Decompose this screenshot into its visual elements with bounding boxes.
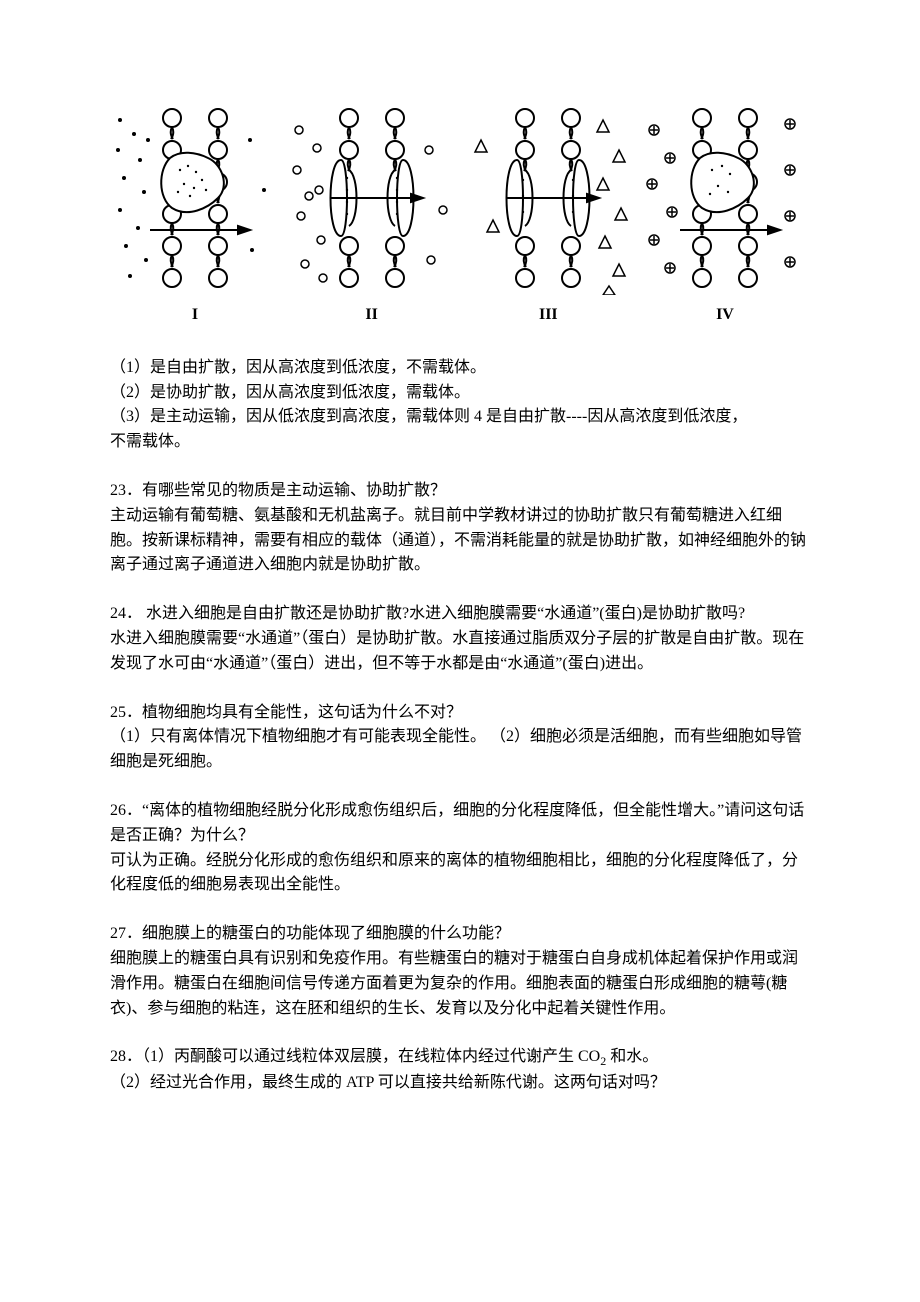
panel-label-3: III [463, 303, 633, 328]
q26-block: 26．“离体的植物细胞经脱分化形成愈伤组织后，细胞的分化程度降低，但全能性增大。… [110, 799, 810, 898]
q26-title: 26．“离体的植物细胞经脱分化形成愈伤组织后，细胞的分化程度降低，但全能性增大。… [110, 799, 810, 849]
q25-title: 25．植物细胞均具有全能性，这句话为什么不对？ [110, 701, 810, 726]
intro-line-3a: （3）是主动运输，因从低浓度到高浓度，需载体则 4 是自由扩散----因从高浓度… [110, 405, 810, 430]
q28-line-1: 28．（1）丙酮酸可以通过线粒体双层膜，在线粒体内经过代谢产生 CO2 和水。 [110, 1045, 810, 1071]
q23-block: 23．有哪些常见的物质是主动运输、协助扩散？ 主动运输有葡萄糖、氨基酸和无机盐离… [110, 479, 810, 578]
q23-answer: 主动运输有葡萄糖、氨基酸和无机盐离子。就目前中学教材讲过的协助扩散只有葡萄糖进入… [110, 504, 810, 578]
q24-block: 24． 水进入细胞是自由扩散还是协助扩散?水进入细胞膜需要“水通道”(蛋白)是协… [110, 602, 810, 676]
membrane-diagram-row [110, 100, 810, 295]
panel-label-1: I [110, 303, 280, 328]
panel-label-4: IV [640, 303, 810, 328]
panel-label-2: II [287, 303, 457, 328]
q27-answer: 细胞膜上的糖蛋白具有识别和免疫作用。有些糖蛋白的糖对于糖蛋白自身成机体起着保护作… [110, 947, 810, 1021]
membrane-panel-1 [110, 100, 280, 295]
q25-answer: （1）只有离体情况下植物细胞才有可能表现全能性。 （2）细胞必须是活细胞，而有些… [110, 725, 810, 775]
q28-line-2: （2）经过光合作用，最终生成的 ATP 可以直接共给新陈代谢。这两句话对吗？ [110, 1071, 810, 1096]
q24-answer: 水进入细胞膜需要“水通道”（蛋白）是协助扩散。水直接通过脂质双分子层的扩散是自由… [110, 627, 810, 677]
membrane-panel-4 [640, 100, 810, 295]
q26-answer: 可认为正确。经脱分化形成的愈伤组织和原来的离体的植物细胞相比，细胞的分化程度降低… [110, 849, 810, 899]
membrane-panel-2 [287, 100, 457, 295]
q27-block: 27．细胞膜上的糖蛋白的功能体现了细胞膜的什么功能？ 细胞膜上的糖蛋白具有识别和… [110, 922, 810, 1021]
q28-line-1-post: 和水。 [606, 1048, 658, 1065]
q28-block: 28．（1）丙酮酸可以通过线粒体双层膜，在线粒体内经过代谢产生 CO2 和水。 … [110, 1045, 810, 1096]
panel-labels-row: I II III IV [110, 303, 810, 328]
intro-block: （1）是自由扩散，因从高浓度到低浓度，不需载体。 （2）是协助扩散，因从高浓度到… [110, 356, 810, 455]
q23-title: 23．有哪些常见的物质是主动运输、协助扩散？ [110, 479, 810, 504]
intro-line-3b: 不需载体。 [110, 430, 810, 455]
intro-line-2: （2）是协助扩散，因从高浓度到低浓度，需载体。 [110, 381, 810, 406]
q27-title: 27．细胞膜上的糖蛋白的功能体现了细胞膜的什么功能？ [110, 922, 810, 947]
q24-title: 24． 水进入细胞是自由扩散还是协助扩散?水进入细胞膜需要“水通道”(蛋白)是协… [110, 602, 810, 627]
intro-line-1: （1）是自由扩散，因从高浓度到低浓度，不需载体。 [110, 356, 810, 381]
q25-block: 25．植物细胞均具有全能性，这句话为什么不对？ （1）只有离体情况下植物细胞才有… [110, 701, 810, 775]
q28-line-1-pre: 28．（1）丙酮酸可以通过线粒体双层膜，在线粒体内经过代谢产生 CO [110, 1048, 600, 1065]
membrane-panel-3 [463, 100, 633, 295]
